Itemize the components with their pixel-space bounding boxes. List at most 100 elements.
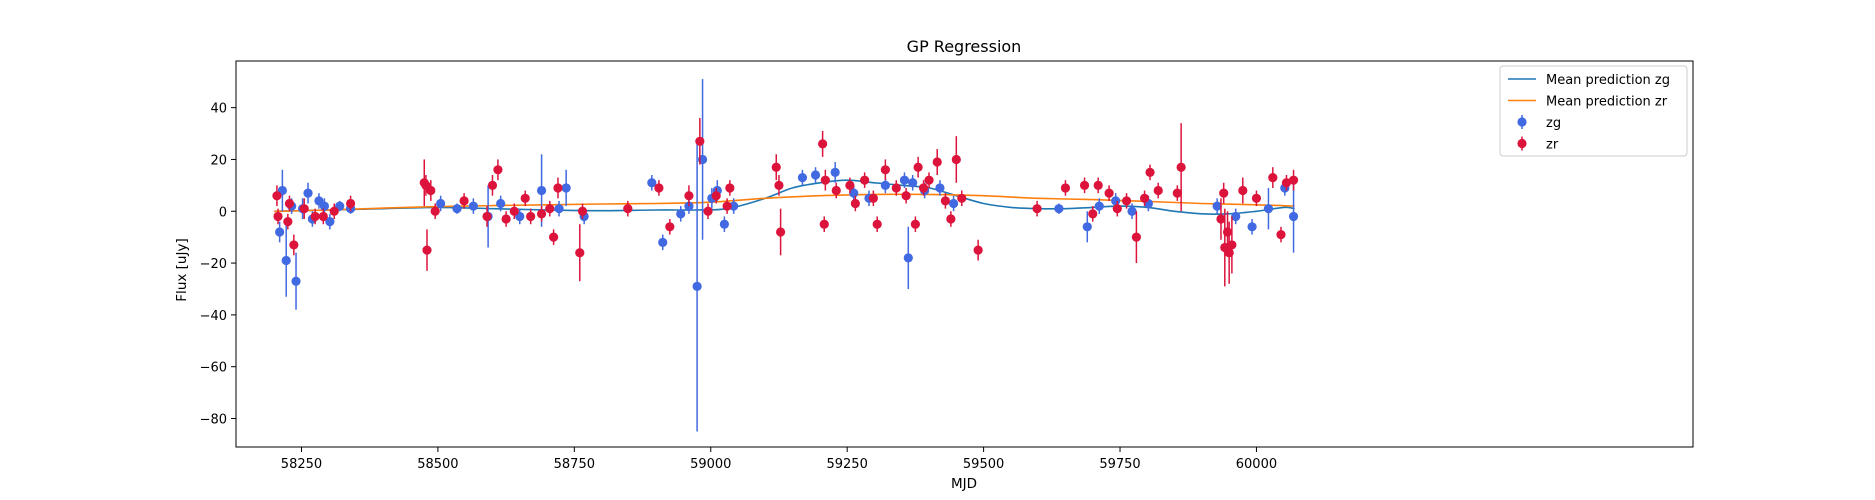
series-zg-points — [275, 79, 1299, 432]
x-tick-label-1: 58500 — [417, 457, 458, 472]
legend-point-marker-2 — [1517, 117, 1527, 127]
zr-point — [553, 183, 563, 193]
zr-point — [299, 204, 309, 214]
zr-point — [1145, 167, 1155, 177]
zr-point — [501, 214, 511, 224]
zr-point — [575, 248, 585, 258]
zr-point — [526, 211, 536, 222]
zr-point — [577, 206, 588, 216]
zg-point — [676, 209, 686, 219]
zr-point — [1088, 209, 1098, 219]
zr-point — [1093, 180, 1103, 190]
series-zr-points — [272, 117, 1299, 287]
y-axis-label: Flux [uJy] — [174, 238, 190, 301]
zg-point — [810, 170, 821, 180]
zg-point — [496, 198, 506, 209]
zg-point — [561, 183, 571, 193]
y-tick-label-1: −60 — [200, 361, 227, 376]
legend-box — [1499, 65, 1688, 157]
zr-point — [880, 165, 890, 175]
zg-point — [291, 276, 301, 286]
zr-point — [654, 183, 664, 193]
x-tick-label-6: 59750 — [1099, 457, 1140, 472]
zr-point — [422, 245, 432, 255]
zr-point — [910, 219, 920, 229]
chart-title: GP Regression — [907, 37, 1022, 56]
y-tick-label-2: −40 — [200, 309, 227, 324]
zg-point — [1127, 206, 1137, 216]
zr-point — [820, 175, 830, 185]
y-tick-label-6: 40 — [210, 102, 227, 117]
y-tick-label-3: −20 — [200, 257, 227, 272]
zr-point — [1153, 185, 1163, 196]
zr-point — [891, 183, 901, 193]
zr-point — [1172, 188, 1182, 198]
x-tick-label-2: 58750 — [554, 457, 595, 472]
zr-point — [850, 198, 860, 209]
zr-point — [273, 211, 283, 222]
zg-point — [647, 178, 657, 188]
zr-point — [1238, 185, 1248, 196]
zr-point — [831, 185, 841, 196]
zr-point — [951, 154, 961, 165]
zg-point — [1111, 196, 1121, 206]
zr-point — [310, 211, 320, 222]
zg-point — [899, 175, 910, 185]
zr-point — [684, 191, 694, 201]
y-tick-label-5: 20 — [210, 153, 227, 168]
zr-point — [711, 191, 721, 201]
zr-point — [932, 157, 942, 167]
zr-point — [1060, 183, 1071, 193]
zr-point — [1176, 162, 1186, 172]
zr-point — [913, 162, 923, 172]
zg-point — [729, 201, 739, 211]
y-tick-label-0: −80 — [200, 413, 227, 428]
zg-point — [281, 255, 291, 266]
zr-point — [1079, 180, 1090, 190]
zr-point — [860, 175, 870, 185]
x-tick-label-0: 58250 — [281, 457, 322, 472]
x-tick-label-4: 59250 — [826, 457, 867, 472]
zr-point — [1032, 204, 1042, 214]
zr-point — [1288, 175, 1299, 185]
zr-point — [946, 214, 956, 224]
zr-point — [771, 162, 781, 172]
y-tick-label-4: 0 — [219, 205, 227, 220]
x-tick-label-5: 59500 — [963, 457, 1004, 472]
zr-point — [487, 180, 498, 190]
x-tick-label-7: 60000 — [1236, 457, 1277, 472]
zr-point — [725, 183, 735, 193]
zr-point — [845, 180, 855, 190]
zg-point — [536, 185, 547, 196]
x-axis-label: MJD — [951, 476, 977, 492]
zr-point — [722, 201, 732, 211]
zr-point — [430, 206, 440, 216]
zr-point — [536, 209, 547, 219]
legend-label-0: Mean prediction zg — [1546, 73, 1670, 88]
zr-point — [872, 219, 882, 229]
zr-point — [774, 180, 784, 190]
zr-point — [509, 206, 519, 216]
zr-point — [548, 232, 559, 242]
zg-point — [1247, 222, 1257, 232]
zg-point — [948, 198, 959, 209]
zr-point — [1112, 204, 1122, 214]
data-points — [272, 79, 1299, 432]
x-axis: 58250 58500 58750 59000 59250 59500 59750 60000 — [281, 447, 1277, 472]
zr-point — [482, 211, 492, 222]
zg-point — [908, 178, 918, 188]
zr-point — [1268, 172, 1278, 183]
zr-point — [1222, 227, 1233, 237]
zr-point — [1276, 229, 1286, 240]
zg-point — [436, 198, 446, 209]
zg-point — [719, 219, 729, 229]
zg-point — [1054, 204, 1064, 214]
zr-point — [284, 198, 295, 209]
zg-point — [319, 201, 330, 211]
zr-point — [318, 211, 328, 222]
zr-point — [973, 245, 983, 255]
zr-point — [703, 206, 713, 216]
plot-area — [272, 79, 1299, 432]
zg-point — [468, 201, 478, 211]
